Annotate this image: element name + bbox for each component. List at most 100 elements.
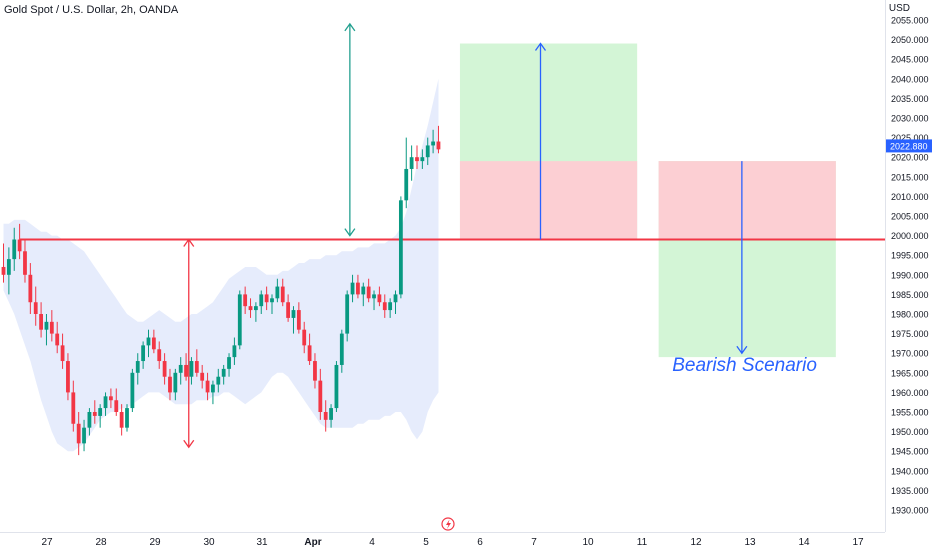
- candle-body: [157, 349, 161, 361]
- candle-body: [136, 361, 140, 373]
- candle-body: [233, 345, 237, 357]
- short-position-stop-zone[interactable]: [659, 161, 836, 239]
- long-position-stop-zone[interactable]: [460, 161, 637, 239]
- y-tick-label: 1945.000: [891, 447, 929, 457]
- candle-body: [302, 330, 306, 346]
- y-axis-unit: USD: [889, 3, 910, 14]
- y-tick-label: 2035.000: [891, 94, 929, 104]
- y-tick-label: 1955.000: [891, 408, 929, 418]
- candle-body: [152, 338, 156, 350]
- y-tick-label: 2015.000: [891, 172, 929, 182]
- x-tick-label: 30: [203, 537, 215, 548]
- candle-body: [420, 157, 424, 161]
- measured-move-arrow-teal[interactable]: [345, 24, 355, 236]
- candle-body: [394, 294, 398, 302]
- x-tick-label: 28: [95, 537, 107, 548]
- candle-body: [313, 361, 317, 381]
- candle-body: [388, 302, 392, 310]
- y-tick-label: 1990.000: [891, 270, 929, 280]
- x-tick-label: 31: [256, 537, 268, 548]
- candle-body: [45, 322, 49, 330]
- candle-body: [98, 408, 102, 416]
- candle-body: [50, 322, 54, 334]
- candle-body: [12, 240, 16, 260]
- candle-body: [61, 345, 65, 361]
- candle-body: [329, 408, 333, 420]
- candle-body: [281, 287, 285, 303]
- x-tick-label: 11: [637, 537, 648, 548]
- candle[interactable]: [404, 138, 408, 209]
- candle-body: [163, 361, 167, 377]
- y-tick-label: 2030.000: [891, 114, 929, 124]
- candle-body: [340, 334, 344, 365]
- candle[interactable]: [335, 361, 339, 412]
- x-tick-label: 27: [41, 537, 53, 548]
- candle-body: [383, 302, 387, 310]
- candle-body: [404, 169, 408, 200]
- candle-body: [28, 275, 32, 302]
- candle[interactable]: [410, 145, 414, 180]
- candle-body: [324, 412, 328, 420]
- candle-body: [93, 412, 97, 416]
- candle-body: [125, 408, 129, 428]
- candle-body: [18, 240, 22, 252]
- candle[interactable]: [399, 196, 403, 298]
- candle-body: [227, 357, 231, 369]
- volatility-band: [4, 79, 439, 451]
- candle-body: [34, 302, 38, 314]
- y-tick-label: 1965.000: [891, 368, 929, 378]
- candle-body: [426, 145, 430, 157]
- candle-body: [254, 306, 258, 310]
- x-tick-label: 6: [477, 537, 483, 548]
- candle-body: [77, 424, 81, 444]
- candle-body: [211, 385, 215, 393]
- candle-body: [179, 365, 183, 373]
- candle-body: [318, 381, 322, 412]
- candle-body: [66, 361, 70, 392]
- x-tick-label: Apr: [304, 537, 321, 548]
- y-tick-label: 1995.000: [891, 251, 929, 261]
- x-tick-label: 7: [531, 537, 537, 548]
- x-tick-label: 29: [149, 537, 161, 548]
- candle-body: [200, 373, 204, 381]
- candle-body: [243, 294, 247, 306]
- plot-area: Bearish Scenario: [2, 24, 885, 455]
- x-tick-label: 5: [423, 537, 429, 548]
- candle-body: [147, 338, 151, 346]
- candle-body: [378, 294, 382, 302]
- y-tick-label: 2020.000: [891, 153, 929, 163]
- candle-body: [88, 412, 92, 428]
- candle-body: [238, 294, 242, 345]
- candle[interactable]: [238, 290, 242, 349]
- candle-body: [286, 302, 290, 318]
- candle-body: [399, 200, 403, 294]
- candle-body: [206, 381, 210, 393]
- chart-title: Gold Spot / U.S. Dollar, 2h, OANDA: [4, 4, 178, 16]
- x-tick-label: 10: [582, 537, 594, 548]
- candle-body: [190, 361, 194, 377]
- y-tick-label: 2005.000: [891, 212, 929, 222]
- candle-body: [23, 251, 27, 275]
- candle-body: [372, 294, 376, 298]
- y-tick-label: 2045.000: [891, 55, 929, 65]
- y-tick-label: 1970.000: [891, 349, 929, 359]
- candle-body: [356, 283, 360, 295]
- candle[interactable]: [130, 369, 134, 412]
- candle-body: [351, 283, 355, 295]
- price-axis[interactable]: 1930.0001935.0001940.0001945.0001950.000…: [886, 0, 932, 532]
- y-tick-label: 1950.000: [891, 427, 929, 437]
- x-tick-label: 13: [744, 537, 756, 548]
- candle-body: [71, 392, 75, 423]
- candle-body: [335, 365, 339, 408]
- y-tick-label: 1975.000: [891, 329, 929, 339]
- candle-body: [275, 287, 279, 299]
- candle-body: [431, 142, 435, 146]
- y-tick-label: 1985.000: [891, 290, 929, 300]
- event-flash-icon[interactable]: [442, 518, 454, 530]
- candle[interactable]: [125, 404, 129, 431]
- candle-body: [130, 373, 134, 408]
- y-tick-label: 1960.000: [891, 388, 929, 398]
